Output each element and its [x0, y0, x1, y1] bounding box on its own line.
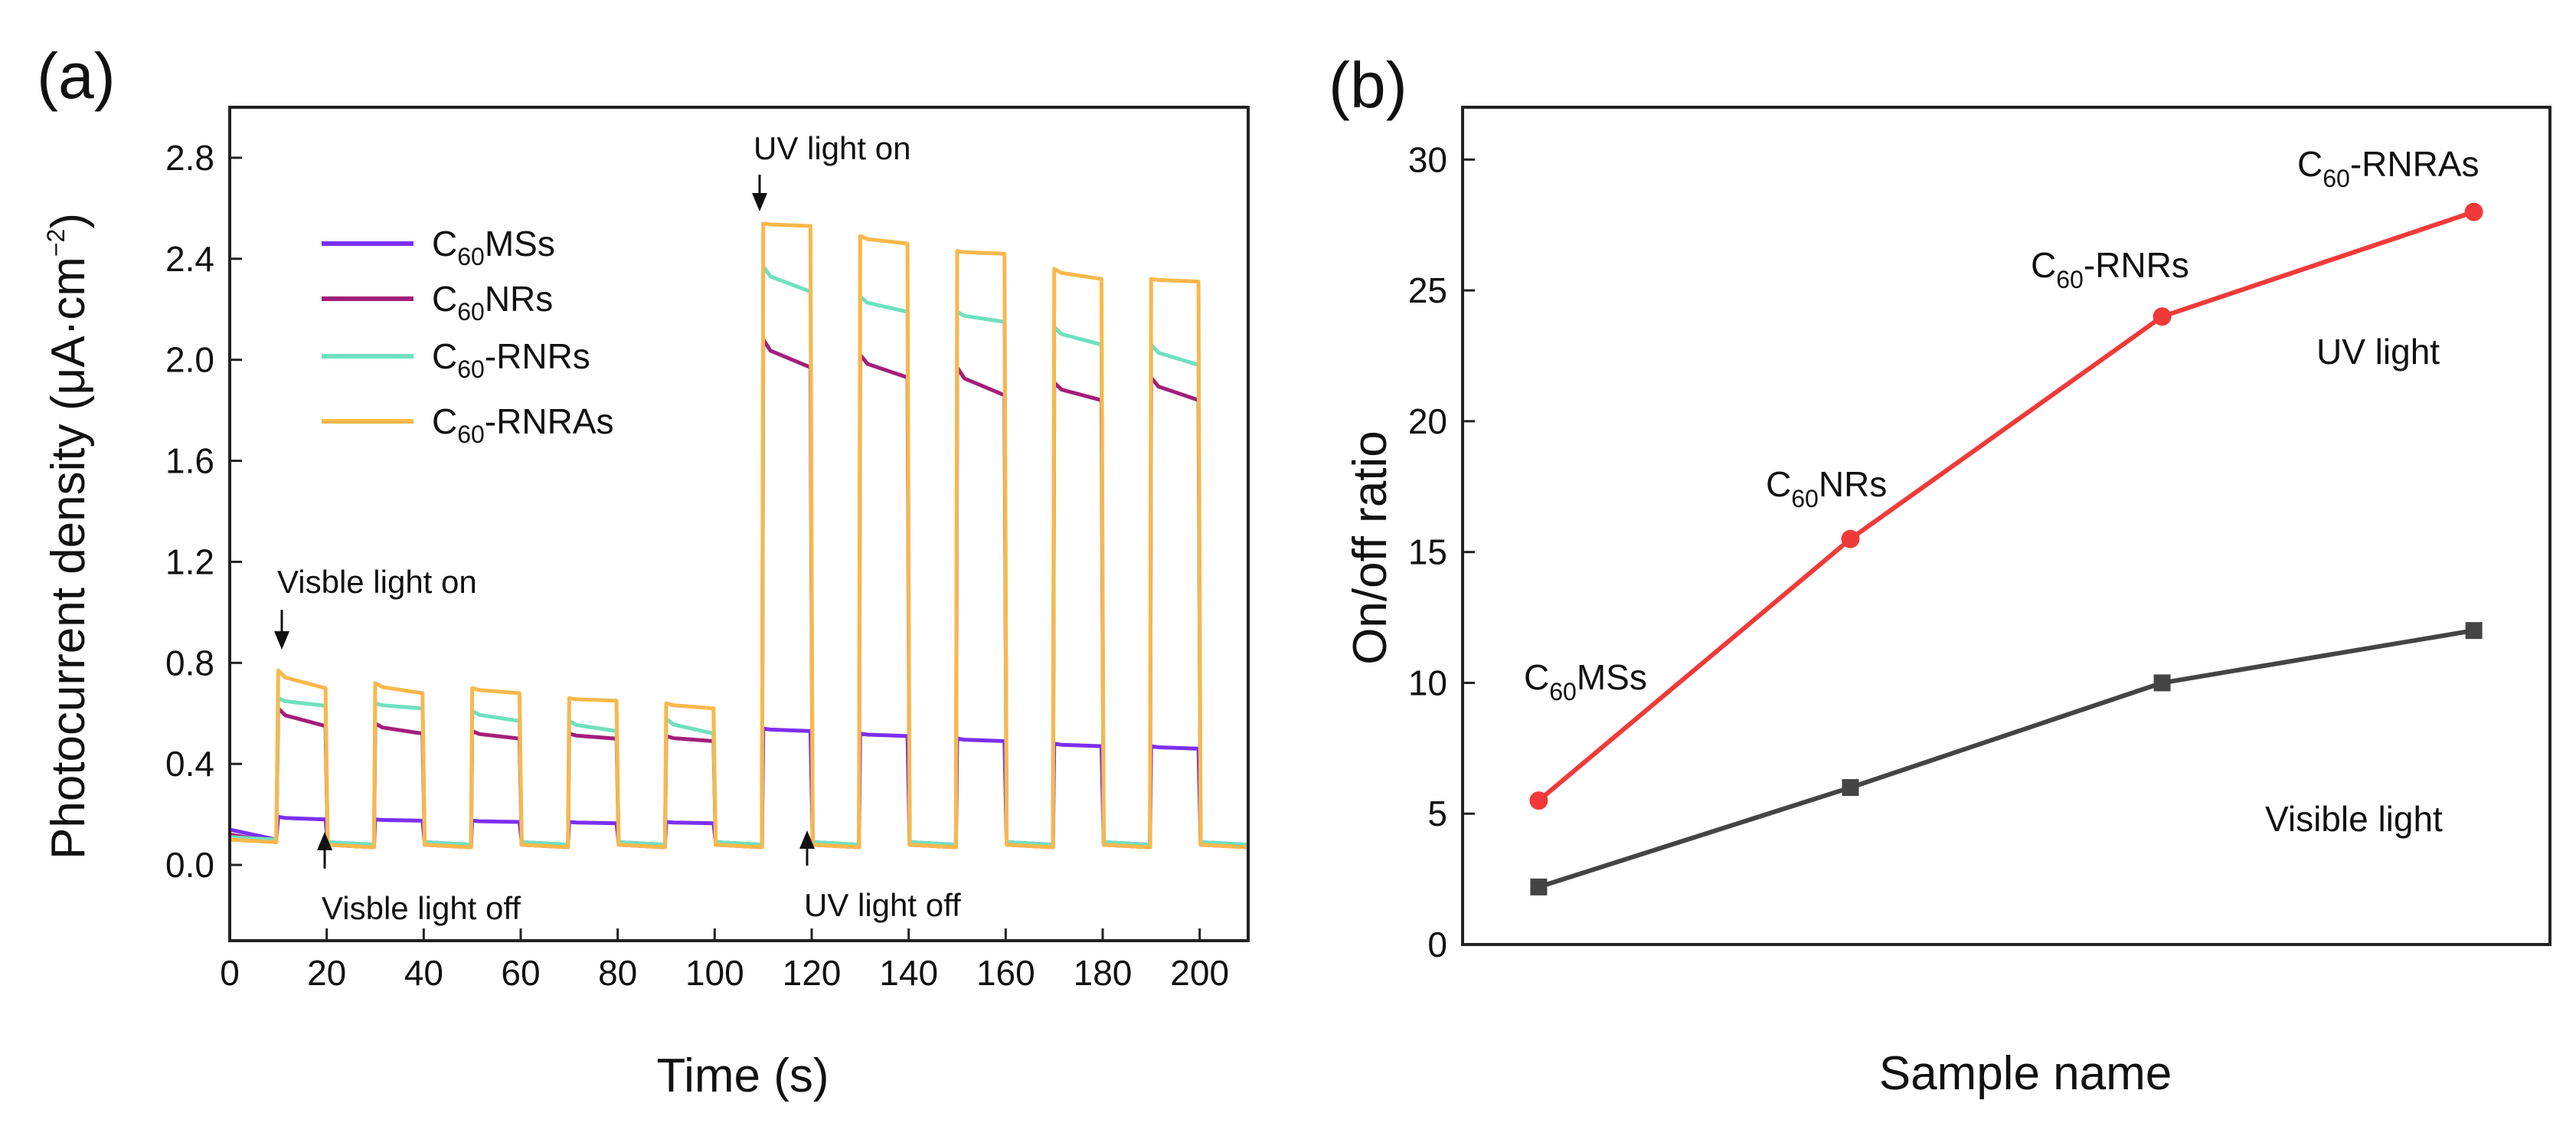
b-y-tick-label-5: 5 [1427, 794, 1447, 833]
y-tick-label-0.8: 0.8 [165, 643, 214, 683]
legend-label-c60nrs: C60NRs [432, 279, 553, 326]
panel-a-label: (a) [37, 40, 116, 112]
point-uv-light-c60mss [1529, 791, 1548, 810]
x-tick-label-200: 200 [1170, 953, 1229, 993]
annotation-visible-light-off: Visble light off [322, 890, 521, 926]
y-tick-label-1.6: 1.6 [165, 441, 214, 481]
x-tick-label-140: 140 [879, 953, 938, 993]
legend-label-c60-rnras: C60-RNRAs [432, 401, 614, 448]
b-y-tick-label-25: 25 [1408, 270, 1447, 310]
panel-b-label: (b) [1329, 49, 1407, 121]
x-tick-label-100: 100 [685, 953, 744, 993]
series-line-visible-light [1538, 628, 2475, 889]
point-visible-light-c60-rnrs [2153, 674, 2171, 692]
y-tick-label-0.0: 0.0 [165, 845, 214, 885]
panel-a-y-axis-label: Photocurrent density (μA·cm−2) [42, 213, 95, 859]
y-tick-label-2.4: 2.4 [165, 239, 214, 279]
point-visible-light-c60nrs [1842, 779, 1859, 797]
y-tick-label-2.8: 2.8 [165, 138, 214, 178]
point-visible-light-c60-rnras [2465, 622, 2483, 640]
point-label-c60mss: C60MSs [1524, 657, 1647, 706]
series-label-visible-light: Visible light [2265, 799, 2443, 839]
y-tick-label-1.2: 1.2 [165, 542, 214, 581]
x-tick-label-180: 180 [1074, 953, 1133, 993]
point-uv-light-c60nrs [1841, 529, 1860, 548]
x-tick-label-160: 160 [976, 953, 1035, 993]
series-line-c60-rnras [229, 221, 1249, 850]
b-y-tick-label-30: 30 [1408, 139, 1447, 179]
point-label-c60-rnras: C60-RNRAs [2297, 144, 2480, 192]
panel-a-plot-frame [228, 106, 1250, 942]
b-y-tick-label-10: 10 [1408, 663, 1447, 702]
legend-label-c60mss: C60MSs [432, 224, 555, 270]
panel-b-plot-frame [1461, 106, 2551, 946]
panel-b-y-axis-label: On/off ratio [1344, 431, 1397, 665]
panel-a-legend: C60MSs C60NRs C60-RNRs C60-RNRAs [322, 224, 614, 448]
series-line-c60-rnrs [229, 264, 1249, 847]
x-tick-label-40: 40 [404, 953, 443, 993]
x-tick-label-20: 20 [307, 953, 346, 993]
point-label-c60nrs: C60NRs [1766, 464, 1887, 512]
legend-label-c60-rnrs: C60-RNRs [432, 336, 590, 383]
panel-a-y-axis-label-close: ) [42, 213, 95, 229]
arrow-visible-light-off [317, 832, 332, 869]
panel-b-on-off-ratio-chart: (b) 0 5 10 15 20 25 30 Sample name On/off rati… [1329, 49, 2551, 1100]
point-uv-light-c60-rnras [2464, 202, 2483, 221]
panel-a-x-axis-label: Time (s) [657, 1049, 829, 1102]
panel-a-photocurrent-chart: (a) 0 20 40 60 80 100 120 140 160 180 200 0.00.40.… [37, 40, 1250, 1102]
panel-a-series-group [229, 221, 1249, 850]
annotation-uv-light-on: UV light on [754, 130, 910, 166]
panel-a-x-ticks: 0 20 40 60 80 100 120 140 160 180 200 [220, 928, 1229, 993]
series-label-uv-light: UV light [2316, 332, 2440, 372]
annotation-visible-light-on: Visble light on [277, 564, 477, 600]
panel-a-y-ticks: 0.0 0.4 0.8 1.2 1.6 2.0 2.4 2.8 [165, 138, 242, 885]
panel-a-y-axis-label-main: Photocurrent density (μA·cm [42, 257, 95, 859]
b-y-tick-label-0: 0 [1427, 925, 1447, 964]
x-tick-label-60: 60 [501, 953, 540, 993]
b-y-tick-label-20: 20 [1408, 401, 1447, 441]
panel-b-y-ticks: 0 5 10 15 20 25 30 [1408, 139, 1475, 964]
annotation-uv-light-off: UV light off [804, 887, 961, 923]
x-tick-label-80: 80 [598, 953, 637, 993]
series-line-uv-light [1537, 209, 2475, 803]
x-tick-label-120: 120 [783, 953, 842, 993]
point-visible-light-c60mss [1530, 878, 1548, 895]
point-uv-light-c60-rnrs [2153, 307, 2172, 326]
x-tick-label-0: 0 [220, 953, 240, 993]
panel-a-annotations: Visble light on Visble light off UV ligh… [274, 130, 961, 926]
point-label-c60-rnrs: C60-RNRs [2031, 245, 2189, 293]
panel-a-y-axis-label-superscript: −2 [42, 229, 70, 257]
arrow-uv-light-on [752, 175, 767, 211]
panel-b-series-group [1529, 202, 2483, 895]
panel-b-x-axis-label: Sample name [1879, 1047, 2172, 1100]
arrow-uv-light-off [799, 830, 815, 866]
y-tick-label-0.4: 0.4 [165, 744, 214, 784]
series-line-c60mss [229, 726, 1249, 847]
b-y-tick-label-15: 15 [1408, 532, 1447, 572]
arrow-visible-light-on [274, 610, 289, 650]
y-tick-label-2.0: 2.0 [165, 340, 214, 380]
